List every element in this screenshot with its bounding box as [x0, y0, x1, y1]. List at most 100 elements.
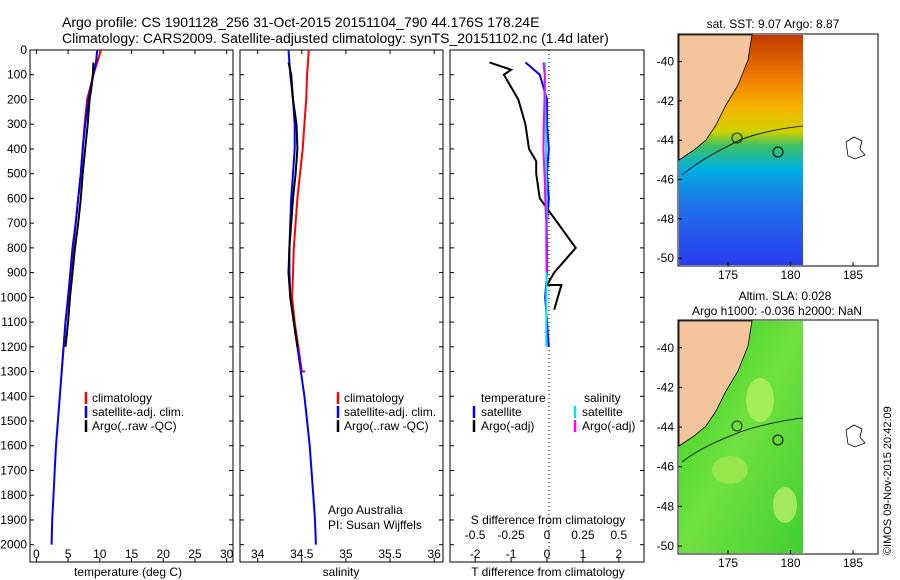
legend-satellite-label: satellite-adj. clim. [344, 405, 436, 419]
difference-legend: temperature salinity satellite Argo(-adj… [472, 391, 635, 433]
legend-temperature-title: temperature [481, 391, 546, 405]
sla-island [845, 424, 866, 448]
difference-depth-tickmarks [450, 49, 644, 546]
lon-tick-label: 175 [718, 556, 738, 570]
lat-tick-label: -42 [657, 380, 675, 394]
legend-t-argo-label: Argo(-adj) [481, 419, 534, 433]
x-tick-label: 1 [580, 547, 587, 561]
legend-climatology-label: climatology [344, 391, 404, 405]
lat-tick-label: -48 [657, 212, 675, 226]
sla-small-contour [731, 420, 743, 432]
legend-satellite-label: satellite-adj. clim. [92, 405, 184, 419]
lat-tick-label: -42 [657, 94, 675, 108]
lon-tick-label: 180 [780, 556, 800, 570]
s-difference-label: S difference from climatology [471, 513, 626, 527]
x-tick-label: -1 [506, 547, 517, 561]
y-tick-label: 800 [7, 241, 27, 255]
y-tick-label: 400 [7, 142, 27, 156]
lat-tick-label: -50 [657, 539, 675, 553]
argo-location-marker [772, 146, 784, 158]
x-tick-label: 0 [33, 547, 40, 561]
credit-line2: PI: Susan Wijffels [328, 518, 422, 532]
lon-tick-label: 175 [718, 268, 738, 282]
sla-blob [712, 456, 748, 484]
series-line-salinity-argo-adj- [542, 62, 548, 273]
lat-tick-label: -40 [657, 341, 675, 355]
x-tick-label: 15 [125, 547, 139, 561]
sst-land [678, 34, 753, 161]
x-tick-label: 10 [93, 547, 107, 561]
series-line-argo-raw-qc- [64, 62, 95, 347]
y-tick-label: 1200 [0, 340, 27, 354]
sla-lat-ticks: -40 -42 -44 -46 -48 -50 [657, 341, 682, 553]
y-tick-label: 1500 [0, 414, 27, 428]
y-tick-label: 1700 [0, 463, 27, 477]
y-tick-label: 0 [20, 43, 27, 57]
lon-tick-label: 185 [843, 556, 863, 570]
salinity-panel: 34 34.5 35 35.5 36 salinity climatology sate… [239, 49, 444, 579]
lat-tick-label: -46 [657, 460, 675, 474]
credit-line1: Argo Australia [328, 503, 403, 517]
legend-s-satellite-label: satellite [582, 405, 623, 419]
sla-blob [773, 487, 797, 523]
y-tick-label: 900 [7, 266, 27, 280]
y-tick-label: 1600 [0, 439, 27, 453]
x-tick-label: 36 [427, 547, 441, 561]
y-tick-label: 1100 [1, 315, 27, 329]
temperature-legend: climatology satellite-adj. clim. Argo(..… [84, 391, 184, 433]
t-difference-label: T difference from climatology [471, 565, 625, 579]
x-tick-label: 34.5 [290, 547, 314, 561]
argo-location-marker [772, 434, 784, 446]
salinity-depth-tickmarks [240, 49, 443, 546]
y-tick-label: 1400 [0, 389, 27, 403]
lat-tick-label: -50 [657, 251, 675, 265]
imos-timestamp: ©IMOS 09-Nov-2015 20:42:09 [882, 406, 894, 555]
salinity-x-ticks: 34 34.5 35 35.5 36 [251, 50, 441, 562]
lon-tick-label: 185 [843, 268, 863, 282]
difference-panel: -2 -1 0 1 2 -0.5 -0.25 0 0.25 0.5 S difference f… [449, 49, 645, 579]
y-tick-label: 500 [7, 167, 27, 181]
sla-land [678, 320, 753, 447]
sst-coast-contour [681, 125, 804, 176]
y-tick-label: 600 [7, 191, 27, 205]
temperature-x-ticks: 0 5 10 15 20 25 30 [33, 50, 234, 562]
x-tick-label: 5 [65, 547, 72, 561]
y-tick-label: 1300 [0, 365, 27, 379]
sla-map-panel: Altim. SLA: 0.028 Argo h1000: -0.036 h20… [657, 289, 879, 570]
y-tick-label: 300 [7, 117, 27, 131]
s-tick-label: 0 [544, 528, 551, 542]
y-tick-label: 700 [7, 216, 27, 230]
salinity-x-label: salinity [323, 565, 360, 579]
legend-argo-label: Argo(..raw -QC) [344, 419, 429, 433]
series-line-argo-raw-qc- [287, 62, 299, 347]
s-tick-label: -0.5 [465, 528, 486, 542]
sla-blob [746, 378, 774, 422]
sst-lat-ticks: -40 -42 -44 -46 -48 -50 [657, 55, 682, 265]
lat-tick-label: -48 [657, 499, 675, 513]
temperature-depth-ticks: 0 100 200 300 400 500 600 700 800 900 1000 1100 1200… [0, 43, 233, 552]
legend-s-argo-label: Argo(-adj) [582, 419, 635, 433]
sst-lon-ticks: 175 180 185 [718, 262, 863, 282]
x-tick-label: -2 [470, 547, 481, 561]
s-tick-label: -0.25 [497, 528, 525, 542]
x-tick-label: 2 [616, 547, 623, 561]
y-tick-label: 2000 [0, 538, 27, 552]
lon-tick-label: 180 [780, 268, 800, 282]
lat-tick-label: -44 [657, 420, 675, 434]
sla-lon-ticks: 175 180 185 [718, 550, 863, 570]
legend-climatology-label: climatology [92, 391, 152, 405]
legend-t-satellite-label: satellite [481, 405, 522, 419]
y-tick-label: 1900 [0, 513, 27, 527]
y-tick-label: 1000 [0, 290, 27, 304]
legend-argo-label: Argo(..raw -QC) [92, 419, 177, 433]
lat-tick-label: -44 [657, 133, 675, 147]
temperature-axes-frame [29, 49, 234, 563]
y-tick-label: 200 [7, 92, 27, 106]
sla-coast-contour [681, 417, 804, 463]
x-tick-label: 0 [544, 547, 551, 561]
lat-tick-label: -46 [657, 172, 675, 186]
s-tick-label: 0.5 [611, 528, 628, 542]
x-tick-label: 34 [251, 547, 265, 561]
x-tick-label: 30 [220, 547, 234, 561]
